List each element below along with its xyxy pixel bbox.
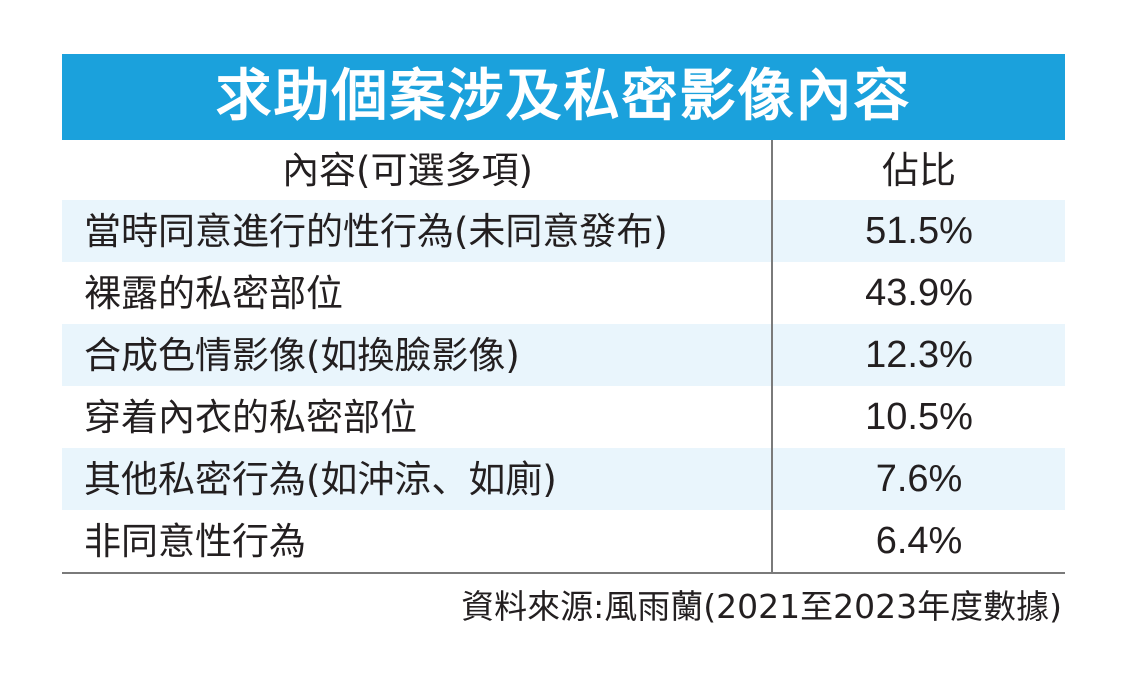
row-value: 10.5% [771,386,1065,448]
data-table: 內容(可選多項) 佔比 當時同意進行的性行為(未同意發布) 51.5% 裸露的私密部… [62,140,1065,574]
row-value: 12.3% [771,324,1065,386]
row-value: 43.9% [771,262,1065,324]
table-card: 求助個案涉及私密影像內容 內容(可選多項) 佔比 當時同意進行的性行為(未同意發… [62,54,1065,574]
title-bar: 求助個案涉及私密影像內容 [62,54,1065,140]
row-label: 合成色情影像(如換臉影像) [62,324,772,386]
row-label: 非同意性行為 [62,510,772,574]
header-row: 內容(可選多項) 佔比 [62,140,1065,200]
row-label: 當時同意進行的性行為(未同意發布) [62,200,772,262]
row-label: 穿着內衣的私密部位 [62,386,772,448]
table-row: 穿着內衣的私密部位 10.5% [62,386,1065,448]
column-header-share: 佔比 [771,140,1065,200]
table-body: 當時同意進行的性行為(未同意發布) 51.5% 裸露的私密部位 43.9% 合成色情影像… [62,200,1065,574]
row-value: 7.6% [771,448,1065,510]
column-header-content: 內容(可選多項) [62,140,772,200]
source-note: 資料來源:風雨蘭(2021至2023年度數據) [461,587,1062,626]
table-row: 其他私密行為(如沖涼、如廁) 7.6% [62,448,1065,510]
row-label: 其他私密行為(如沖涼、如廁) [62,448,772,510]
row-label: 裸露的私密部位 [62,262,772,324]
table-row: 合成色情影像(如換臉影像) 12.3% [62,324,1065,386]
page-title: 求助個案涉及私密影像內容 [215,64,912,129]
table-row: 非同意性行為 6.4% [62,510,1065,574]
row-value: 6.4% [771,510,1065,574]
table-row: 裸露的私密部位 43.9% [62,262,1065,324]
row-value: 51.5% [771,200,1065,262]
table-row: 當時同意進行的性行為(未同意發布) 51.5% [62,200,1065,262]
